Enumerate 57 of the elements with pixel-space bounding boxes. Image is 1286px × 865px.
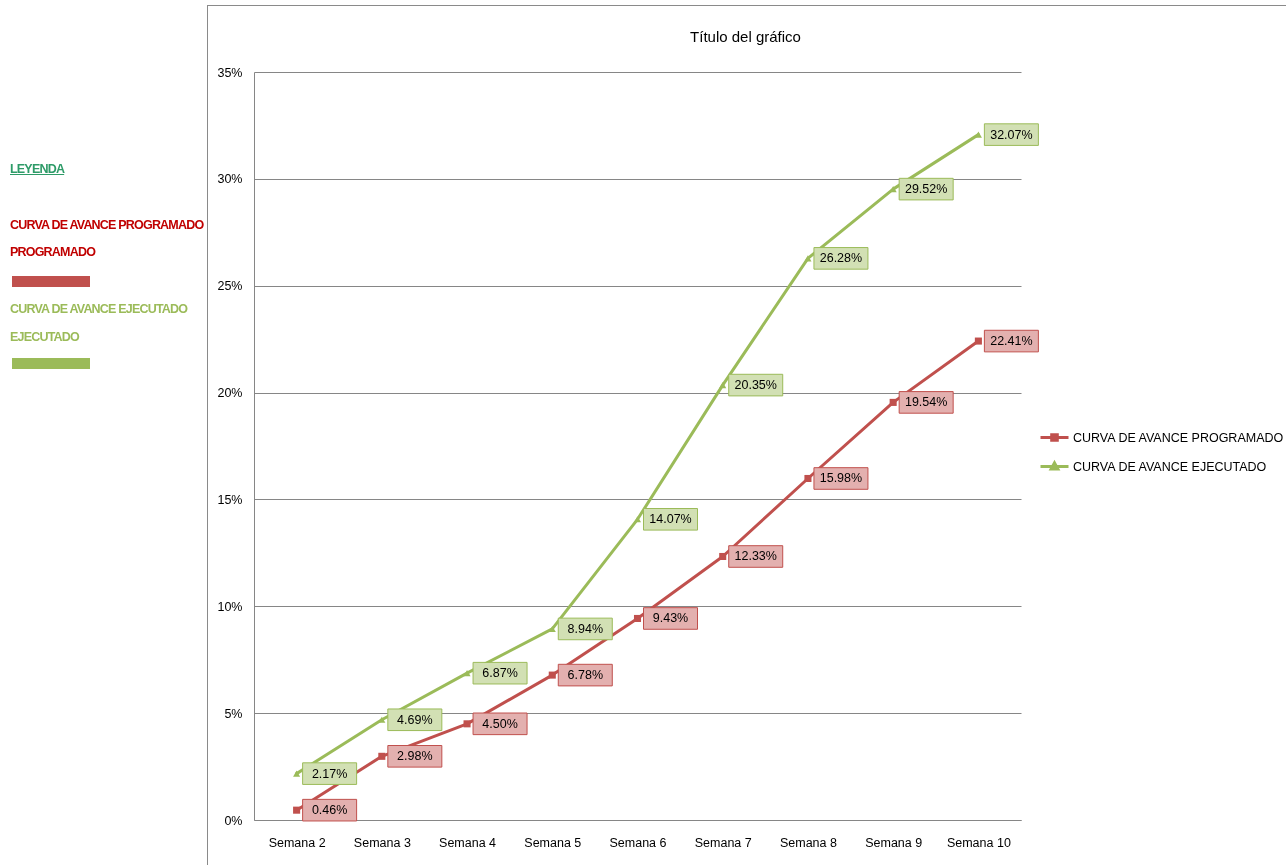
data-label: 2.17% — [311, 766, 348, 781]
data-label: 26.28% — [819, 251, 863, 266]
point — [889, 398, 897, 406]
point — [719, 382, 727, 389]
point — [293, 806, 301, 814]
x-tick-label: Semana 10 — [946, 835, 1011, 850]
point — [633, 516, 642, 523]
data-label: 8.94% — [567, 621, 603, 636]
y-tick-label: 35% — [217, 65, 243, 80]
y-tick-label: 0% — [224, 813, 243, 828]
point — [378, 716, 386, 723]
data-label: 6.87% — [482, 666, 518, 681]
legend-label: CURVA DE AVANCE EJECUTADO — [1073, 459, 1267, 474]
x-tick-label: Semana 2 — [268, 835, 326, 850]
x-tick-label: Semana 7 — [694, 835, 752, 850]
chart-title: Título del gráfico — [690, 28, 801, 45]
text: CURVA DE AVANCE PROGRAMADO — [10, 218, 204, 233]
x-tick-label: Semana 5 — [524, 835, 582, 850]
y-tick-label: 5% — [224, 706, 243, 721]
text: LEYENDA — [10, 162, 65, 177]
text: EJECUTADO — [10, 330, 79, 345]
point — [633, 614, 642, 622]
point — [719, 552, 727, 561]
x-tick-label: Semana 9 — [865, 835, 923, 850]
data-label: 4.50% — [482, 716, 518, 731]
point — [293, 770, 301, 777]
data-label: 4.69% — [397, 712, 433, 727]
legend-label: CURVA DE AVANCE PROGRAMADO — [1073, 430, 1284, 445]
data-label: 2.98% — [397, 749, 433, 764]
x-tick-label: Semana 4 — [439, 835, 497, 850]
data-label: 32.07% — [990, 127, 1033, 142]
x-tick-label: Semana 6 — [609, 835, 667, 850]
data-label: 20.35% — [734, 378, 777, 393]
data-label: 6.78% — [567, 668, 603, 683]
y-tick-label: 15% — [217, 492, 243, 507]
text: PROGRAMADO — [10, 245, 96, 260]
data-label: 9.43% — [652, 611, 689, 626]
x-tick-label: Semana 3 — [353, 835, 411, 850]
data-label: 15.98% — [819, 471, 863, 486]
point — [804, 474, 812, 483]
y-tick-label: 20% — [217, 386, 243, 401]
point — [974, 337, 982, 345]
y-tick-label: 30% — [217, 172, 243, 187]
data-label: 22.41% — [990, 334, 1033, 349]
text: CURVA DE AVANCE EJECUTADO — [10, 302, 188, 317]
data-label: 29.52% — [904, 182, 948, 197]
data-label: 14.07% — [649, 512, 692, 527]
x-tick-label: Semana 8 — [779, 835, 837, 850]
y-tick-label: 10% — [217, 599, 243, 614]
y-tick-label: 25% — [217, 279, 243, 294]
point — [463, 720, 471, 728]
data-label: 12.33% — [734, 549, 777, 564]
point — [548, 625, 556, 632]
point — [378, 752, 386, 760]
data-label: 19.54% — [904, 395, 948, 410]
data-label: 0.46% — [311, 803, 348, 818]
point — [548, 671, 556, 679]
